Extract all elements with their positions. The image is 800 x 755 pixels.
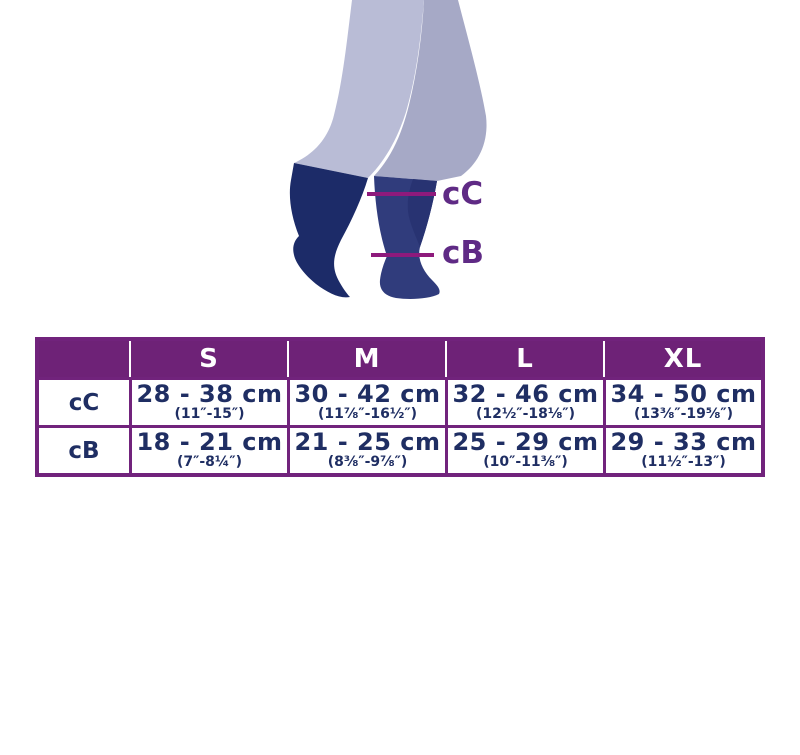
column-header-m: M — [287, 341, 445, 377]
size-cell-cc-s: 28 - 38 cm (11″-15″) — [129, 377, 287, 425]
measurement-inches: (10″-11⅜″) — [483, 454, 568, 471]
measurement-cm: 29 - 33 cm — [610, 428, 757, 457]
measurement-inches: (7″-8¼″) — [176, 454, 243, 471]
measurement-cm: 18 - 21 cm — [136, 428, 283, 457]
measurement-inches: (11⅞″-16½″) — [317, 406, 418, 423]
measurement-label-cB: cB — [442, 235, 484, 271]
column-header-l: L — [445, 341, 603, 377]
measurement-label-cC: cC — [442, 176, 483, 212]
size-cell-cc-m: 30 - 42 cm (11⅞″-16½″) — [287, 377, 445, 425]
table-corner-cell — [39, 341, 129, 377]
measurement-cm: 32 - 46 cm — [452, 380, 599, 409]
column-header-s: S — [129, 341, 287, 377]
back-leg-sock — [289, 163, 368, 298]
measurement-inches: (11½″-13″) — [641, 454, 726, 471]
measurement-inches: (13⅜″-19⅝″) — [633, 406, 734, 423]
measurement-inches: (8⅜″-9⅞″) — [327, 454, 408, 471]
size-cell-cb-xl: 29 - 33 cm (11½″-13″) — [603, 425, 761, 473]
size-cell-cc-xl: 34 - 50 cm (13⅜″-19⅝″) — [603, 377, 761, 425]
size-chart-table: S M L XL cC 28 - 38 cm (11″-15″) 30 - 42… — [35, 337, 765, 477]
row-label-cc: cC — [39, 377, 129, 425]
measurement-cm: 21 - 25 cm — [294, 428, 441, 457]
row-label-cb: cB — [39, 425, 129, 473]
measurement-cm: 25 - 29 cm — [452, 428, 599, 457]
measurement-inches: (12½″-18⅛″) — [475, 406, 576, 423]
size-cell-cb-s: 18 - 21 cm (7″-8¼″) — [129, 425, 287, 473]
measurement-inches: (11″-15″) — [174, 406, 245, 423]
size-cell-cb-m: 21 - 25 cm (8⅜″-9⅞″) — [287, 425, 445, 473]
measurement-cm: 34 - 50 cm — [610, 380, 757, 409]
leg-measurement-diagram: cC cB — [289, 0, 487, 299]
size-cell-cc-l: 32 - 46 cm (12½″-18⅛″) — [445, 377, 603, 425]
measurement-cm: 28 - 38 cm — [136, 380, 283, 409]
back-leg-thigh — [294, 0, 424, 178]
front-leg-thigh — [374, 0, 487, 181]
size-cell-cb-l: 25 - 29 cm (10″-11⅜″) — [445, 425, 603, 473]
column-header-xl: XL — [603, 341, 761, 377]
measurement-cm: 30 - 42 cm — [294, 380, 441, 409]
